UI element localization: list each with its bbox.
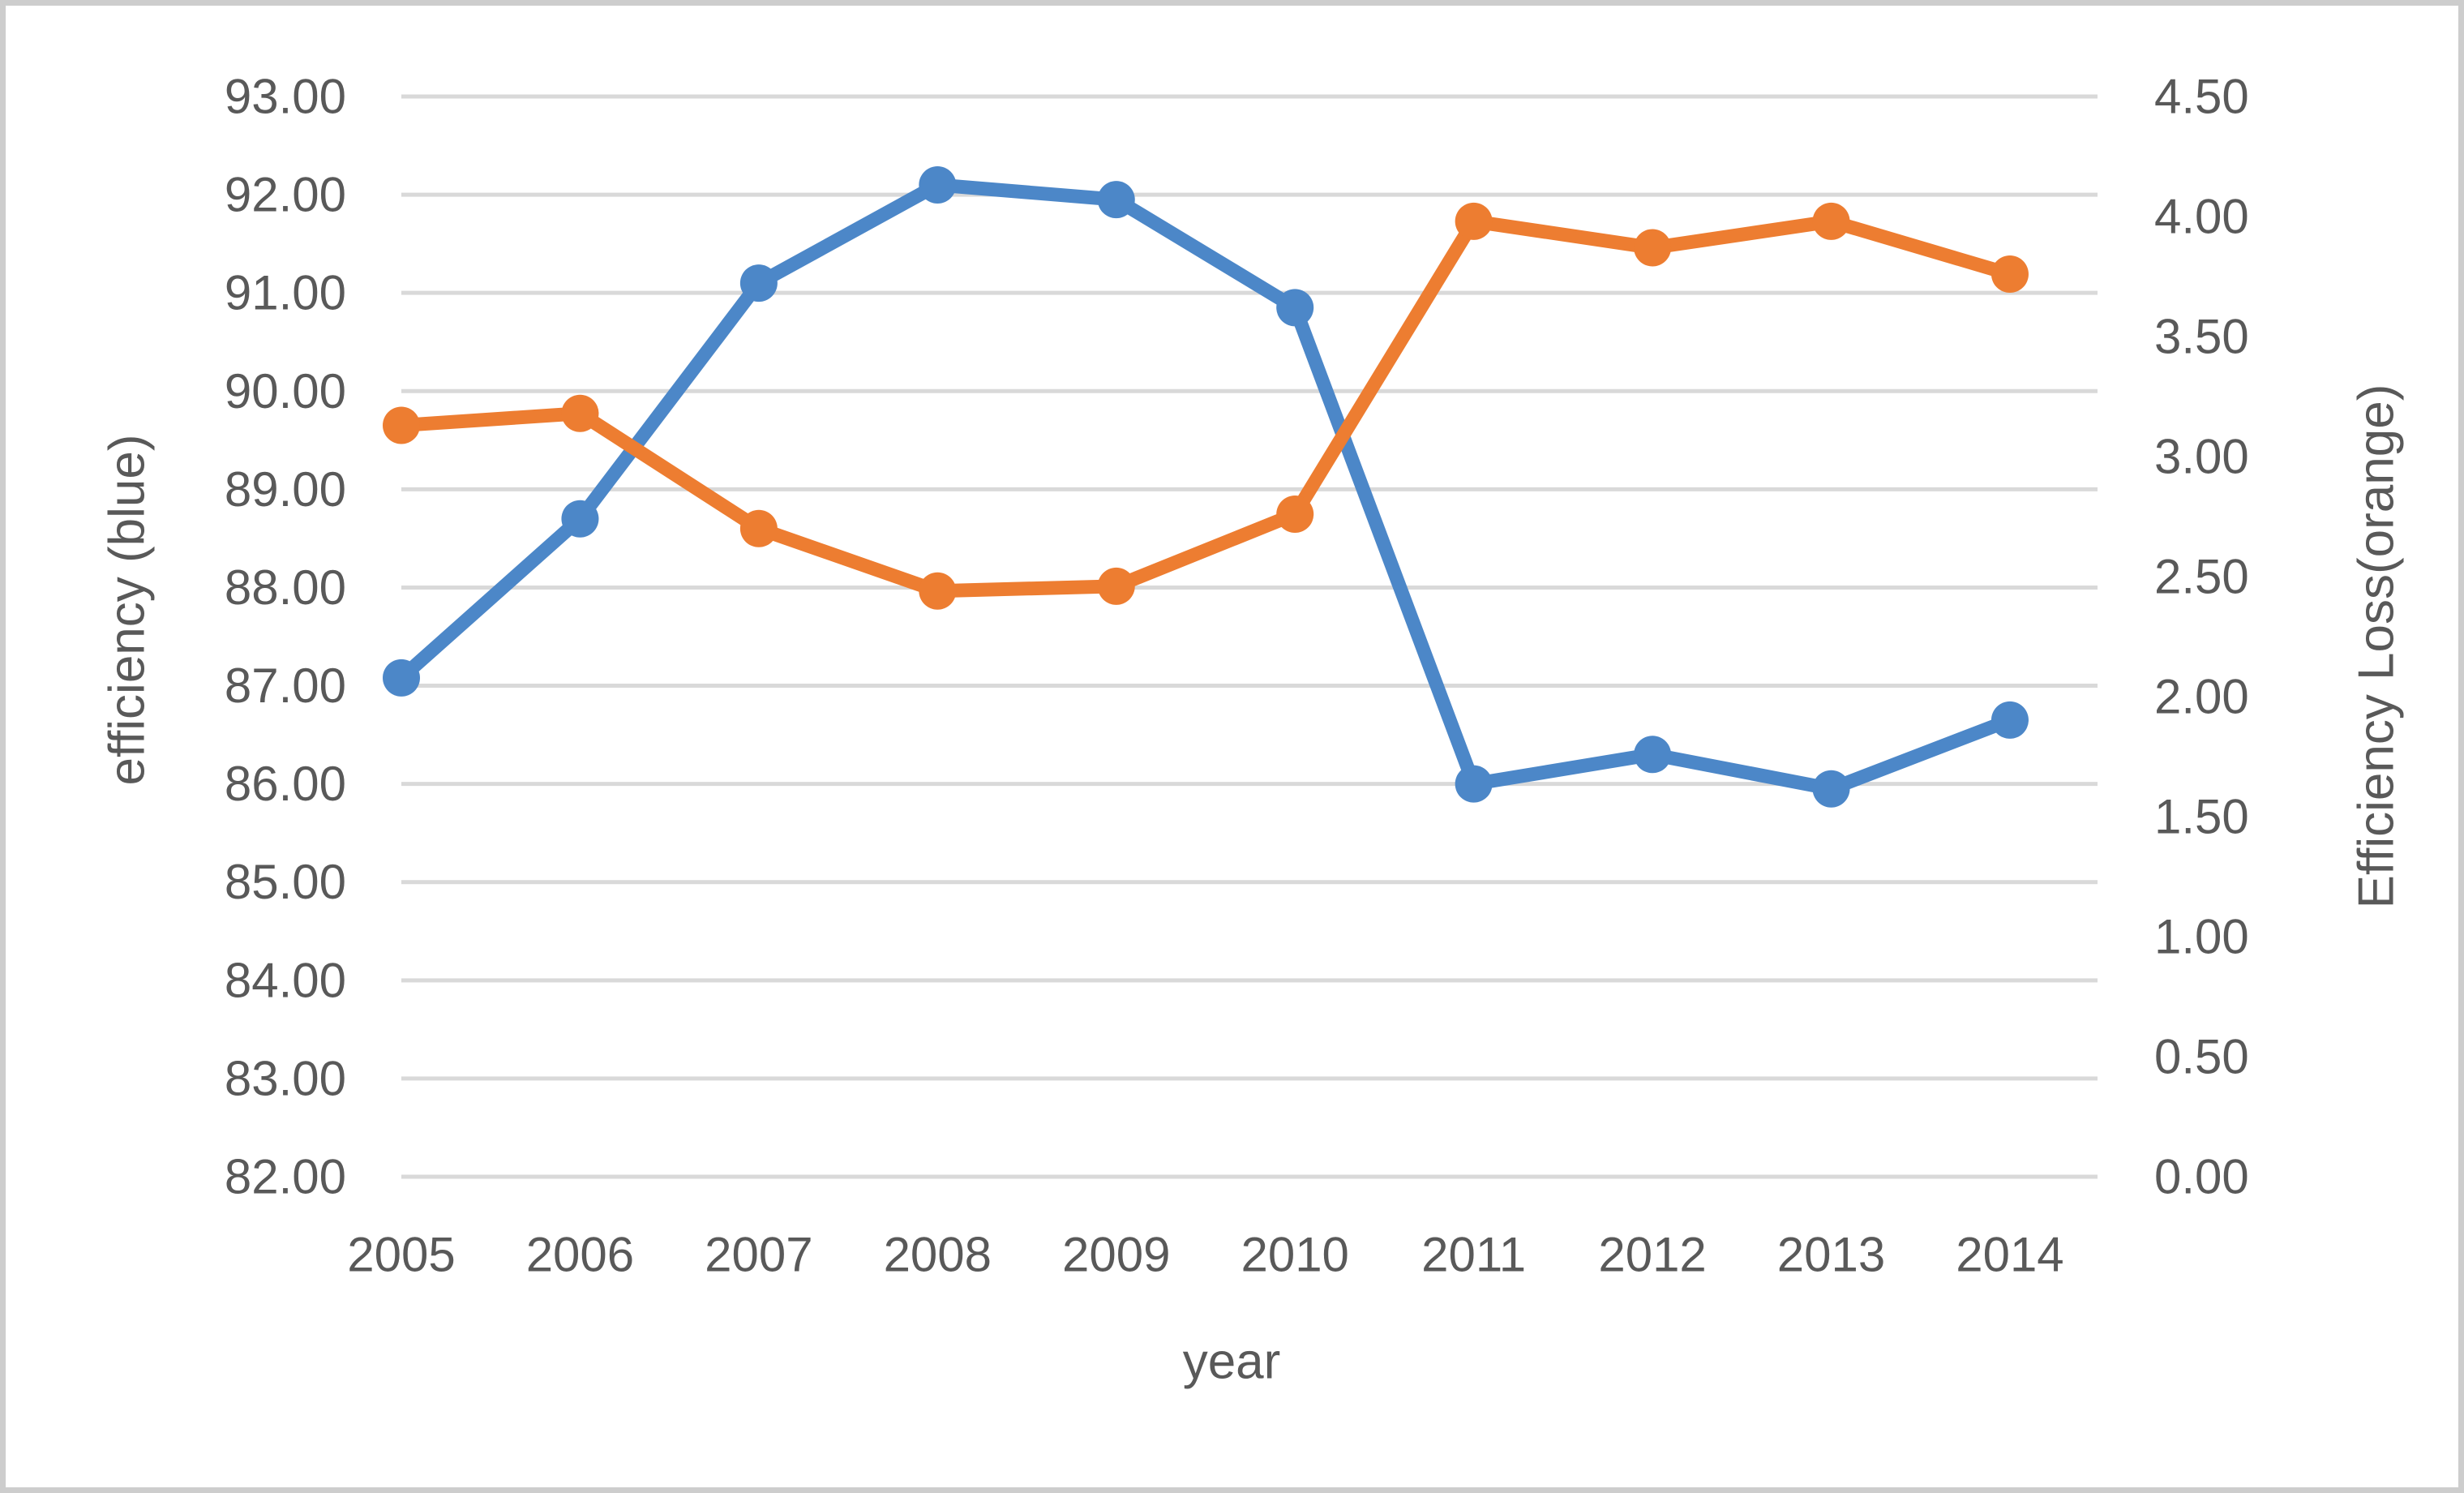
series-efficiency-marker <box>1990 701 2029 739</box>
series-efficiency-loss-marker <box>739 509 778 547</box>
series-efficiency-loss-marker <box>1276 496 1314 534</box>
series-efficiency-marker <box>1634 736 1672 774</box>
series-efficiency-loss-marker <box>919 572 957 610</box>
series-efficiency-marker <box>919 165 957 204</box>
series-efficiency-loss-marker <box>383 406 420 444</box>
x-axis-title: year <box>1182 1333 1281 1390</box>
series-efficiency-marker <box>1097 181 1135 219</box>
x-tick-label: 2010 <box>1241 1228 1348 1282</box>
x-tick-label: 2013 <box>1777 1228 1885 1282</box>
series-efficiency-loss-marker <box>1990 255 2029 294</box>
x-tick-label: 2012 <box>1598 1228 1706 1282</box>
series-efficiency-line <box>394 178 2017 796</box>
series-efficiency-marker <box>383 659 420 697</box>
y-left-tick-label: 91.00 <box>225 266 346 320</box>
y-left-tick-label: 93.00 <box>225 70 346 124</box>
series-efficiency-marker <box>1276 289 1314 327</box>
y-right-tick-label: 0.50 <box>2154 1030 2249 1084</box>
series-efficiency-marker <box>561 500 599 538</box>
y-left-tick-label: 92.00 <box>225 168 346 222</box>
x-tick-label: 2011 <box>1421 1228 1526 1282</box>
right-axis-title: Efficiency Loss(orange) <box>2348 384 2405 909</box>
y-right-tick-label: 3.00 <box>2154 430 2249 484</box>
y-right-tick-label: 4.00 <box>2154 190 2249 244</box>
series-efficiency-marker <box>1812 770 1850 808</box>
y-right-tick-label: 0.00 <box>2154 1150 2249 1204</box>
series-efficiency-loss-marker <box>561 394 599 432</box>
y-left-tick-label: 88.00 <box>225 560 346 615</box>
y-left-tick-label: 89.00 <box>225 462 346 517</box>
x-tick-label: 2014 <box>1956 1228 2063 1282</box>
series-efficiency-loss-marker <box>1455 202 1493 240</box>
x-tick-label: 2005 <box>347 1228 455 1282</box>
y-left-tick-label: 84.00 <box>225 953 346 1007</box>
x-tick-label: 2007 <box>705 1228 812 1282</box>
x-tick-label: 2006 <box>526 1228 634 1282</box>
series-efficiency-loss-line <box>394 214 2017 598</box>
series-efficiency-loss-marker <box>1812 202 1850 240</box>
series-efficiency-marker <box>739 264 778 302</box>
series-efficiency-marker <box>1455 765 1493 803</box>
y-right-tick-label: 2.00 <box>2154 670 2249 724</box>
y-right-tick-label: 1.00 <box>2154 910 2249 964</box>
y-right-tick-label: 4.50 <box>2154 70 2249 124</box>
y-left-tick-label: 86.00 <box>225 757 346 811</box>
y-right-tick-label: 3.50 <box>2154 310 2249 364</box>
plot-area: 82.00 83.00 84.00 85.00 86.00 87.00 88.00 89.00… <box>225 70 2249 1282</box>
series-efficiency-loss-marker <box>1634 229 1672 267</box>
left-axis-title: efficiency (blue) <box>99 434 156 786</box>
y-right-tick-label: 2.50 <box>2154 550 2249 604</box>
y-left-tick-label: 83.00 <box>225 1051 346 1105</box>
y-right-tick-label: 1.50 <box>2154 790 2249 844</box>
series-efficiency-loss-marker <box>1097 567 1135 605</box>
y-left-tick-label: 85.00 <box>225 855 346 909</box>
x-tick-label: 2009 <box>1062 1228 1170 1282</box>
y-left-tick-label: 90.00 <box>225 364 346 418</box>
x-tick-label: 2008 <box>884 1228 992 1282</box>
y-left-tick-label: 82.00 <box>225 1150 346 1204</box>
y-left-tick-label: 87.00 <box>225 659 346 713</box>
